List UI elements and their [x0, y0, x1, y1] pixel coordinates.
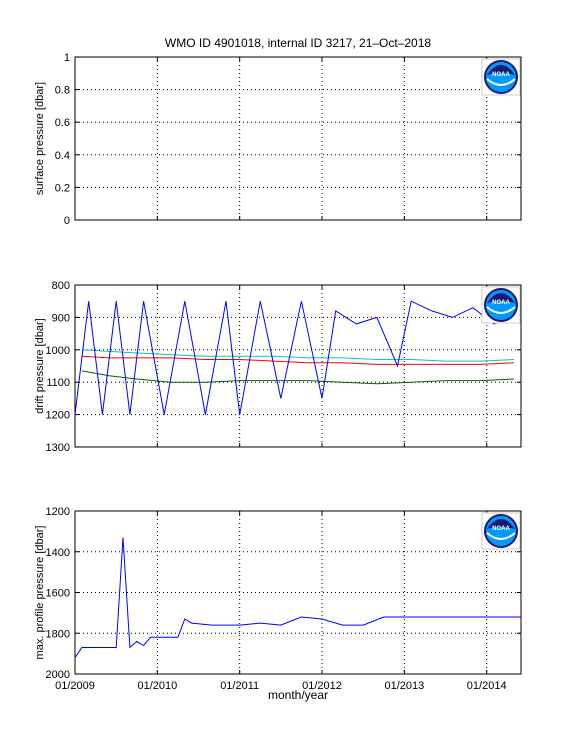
noaa-logo-icon: NOAA [481, 512, 521, 550]
y-axis-label: surface pressure [dbar] [34, 82, 46, 195]
y-tick-label: 0.4 [55, 150, 70, 162]
logo-wave [486, 78, 516, 86]
plot-frame [74, 56, 522, 221]
y-tick-label: 1200 [46, 410, 70, 422]
y-tick-label: 0.8 [55, 85, 70, 97]
y-tick-label: 1600 [46, 588, 70, 600]
series-line-3 [81, 370, 515, 385]
y-tick-label: 1200 [46, 506, 70, 518]
y-axis-label: max. profile pressure [dbar] [34, 526, 46, 660]
series-line-4 [74, 300, 515, 415]
y-tick-label: 2000 [46, 669, 70, 681]
x-axis-label: month/year [268, 688, 328, 702]
logo-bird [487, 65, 515, 75]
series-line-1 [81, 349, 515, 362]
y-axis-label: drift pressure [dbar] [34, 318, 46, 413]
noaa-logo-icon: NOAA [481, 286, 521, 324]
logo-text: NOAA [492, 72, 510, 78]
plot-frame [74, 510, 522, 675]
y-tick-label: 800 [52, 280, 70, 292]
y-tick-label: 1100 [46, 377, 70, 389]
chart-panel-1: 0 0.2 0.4 0.6 0.8 1 surface pressure [dbar] NOA… [34, 52, 522, 227]
x-tick-label: 01/2011 [220, 680, 259, 692]
y-tick-label: 0 [64, 215, 70, 227]
y-tick-label: 1 [64, 52, 70, 64]
y-tick-label: 1400 [46, 547, 70, 559]
logo-text: NOAA [492, 526, 510, 532]
chart-panel-3: 01/2009 01/2010 01/2011 01/2012 01/2013 01/20… [34, 506, 522, 692]
y-tick-label: 0.2 [55, 182, 70, 194]
y-tick-label: 0.6 [55, 117, 70, 129]
x-tick-label: 01/2009 [55, 680, 95, 692]
chart-panels: 0 0.2 0.4 0.6 0.8 1 surface pressure [dbar] NOA… [34, 52, 522, 692]
y-tick-label: 1800 [46, 628, 70, 640]
y-tick-label: 1000 [46, 345, 70, 357]
x-tick-label: 01/2012 [302, 680, 342, 692]
figure-title: WMO ID 4901018, internal ID 3217, 21–Oct… [165, 36, 431, 50]
x-tick-label: 01/2010 [137, 680, 177, 692]
y-tick-label: 900 [52, 312, 70, 324]
logo-wave [486, 306, 516, 314]
logo-bird [487, 293, 515, 303]
y-tick-label: 1300 [46, 442, 70, 454]
chart-panel-2: 800 900 1000 1100 1200 1300 drift pressure [db… [34, 280, 522, 454]
logo-text: NOAA [492, 300, 510, 306]
noaa-logo-icon: NOAA [481, 58, 521, 96]
x-tick-label: 01/2013 [384, 680, 424, 692]
logo-bird [487, 519, 515, 529]
series-line-1 [74, 537, 521, 658]
plot-frame [74, 284, 522, 448]
logo-wave [486, 532, 516, 540]
series-line-2 [81, 355, 515, 365]
x-tick-label: 01/2014 [467, 680, 507, 692]
